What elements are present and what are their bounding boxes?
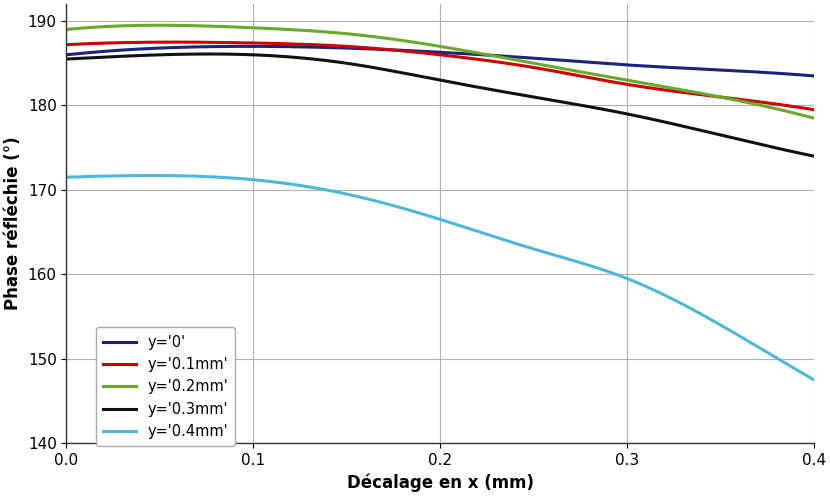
y='0' — [676, 65, 686, 71]
y='0.1mm' — [417, 50, 427, 56]
y='0.4mm' — [676, 300, 686, 306]
y='0.4mm' — [793, 367, 803, 373]
y='0.1mm' — [467, 56, 477, 62]
y='0.1mm' — [61, 42, 71, 48]
y='0.1mm' — [422, 51, 432, 57]
Line: y='0.2mm': y='0.2mm' — [66, 25, 813, 118]
y='0.2mm' — [154, 22, 164, 28]
X-axis label: Décalage en x (mm): Décalage en x (mm) — [347, 473, 534, 492]
y='0.3mm' — [508, 90, 518, 96]
y='0' — [242, 43, 252, 49]
y='0.2mm' — [61, 26, 71, 32]
y='0' — [508, 54, 518, 60]
y='0.3mm' — [793, 150, 803, 156]
y='0.2mm' — [676, 87, 686, 93]
y='0.3mm' — [417, 74, 427, 80]
y='0.4mm' — [467, 227, 477, 233]
y='0.2mm' — [808, 115, 818, 121]
Legend: y='0', y='0.1mm', y='0.2mm', y='0.3mm', y='0.4mm': y='0', y='0.1mm', y='0.2mm', y='0.3mm', … — [96, 327, 235, 446]
Y-axis label: Phase réfléchie (°): Phase réfléchie (°) — [4, 137, 22, 310]
y='0.3mm' — [467, 83, 477, 89]
y='0.1mm' — [508, 61, 518, 67]
y='0.2mm' — [417, 41, 427, 47]
y='0.2mm' — [793, 111, 803, 117]
y='0.1mm' — [676, 89, 686, 95]
y='0.4mm' — [417, 211, 427, 217]
y='0.4mm' — [508, 240, 518, 246]
y='0.2mm' — [508, 57, 518, 62]
y='0.2mm' — [422, 41, 432, 47]
y='0.3mm' — [808, 153, 818, 159]
y='0' — [422, 49, 432, 55]
y='0.3mm' — [676, 123, 686, 128]
y='0.1mm' — [169, 39, 179, 45]
y='0.4mm' — [61, 174, 71, 180]
y='0.1mm' — [793, 104, 803, 110]
y='0.4mm' — [808, 377, 818, 383]
y='0' — [808, 73, 818, 79]
y='0.4mm' — [422, 212, 432, 218]
y='0' — [417, 49, 427, 55]
y='0' — [467, 51, 477, 57]
Line: y='0': y='0' — [66, 46, 813, 76]
y='0.1mm' — [808, 107, 818, 113]
Line: y='0.4mm': y='0.4mm' — [66, 176, 813, 380]
y='0' — [793, 71, 803, 77]
y='0' — [61, 52, 71, 58]
Line: y='0.3mm': y='0.3mm' — [66, 54, 813, 156]
y='0.3mm' — [203, 51, 213, 57]
Line: y='0.1mm': y='0.1mm' — [66, 42, 813, 110]
y='0.4mm' — [147, 173, 157, 179]
y='0.3mm' — [422, 75, 432, 81]
y='0.2mm' — [467, 49, 477, 55]
y='0.3mm' — [61, 56, 71, 62]
